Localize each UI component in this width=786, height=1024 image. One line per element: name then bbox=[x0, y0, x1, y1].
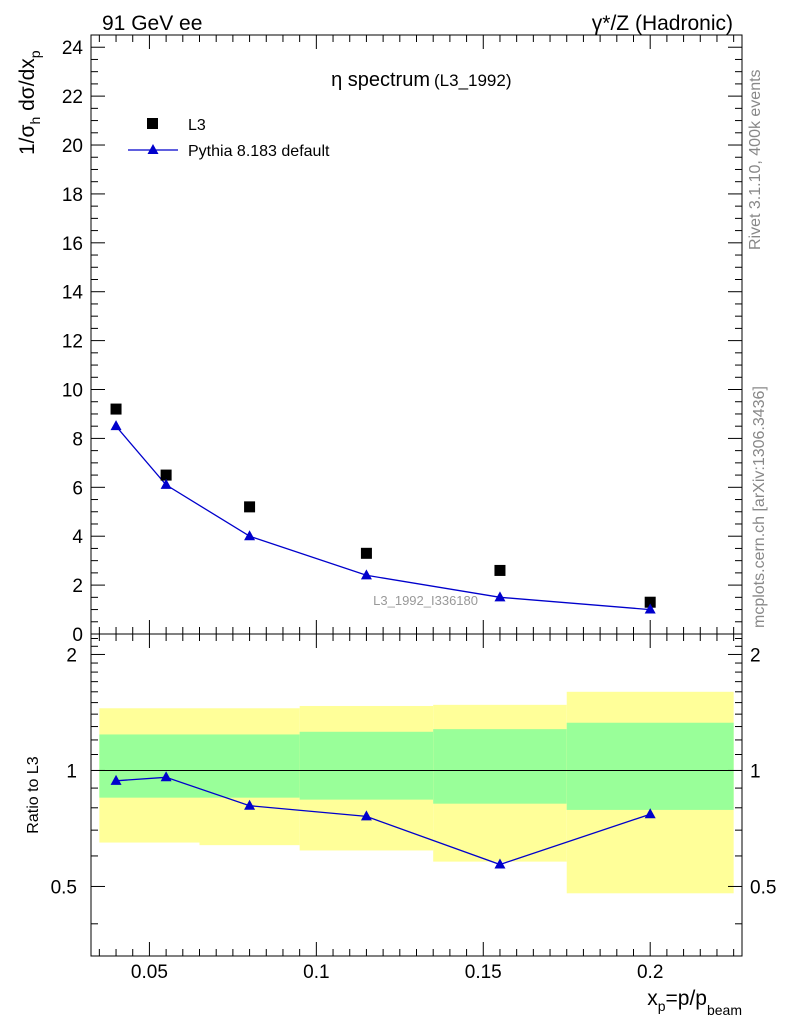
y-axis-label: 1/σh dσ/dxp bbox=[16, 50, 43, 155]
main-y-tick-label: 22 bbox=[62, 87, 83, 108]
ratio-y-tick-label: 0.5 bbox=[51, 877, 77, 898]
ratio-y-ticks bbox=[91, 638, 742, 925]
pythia-point bbox=[160, 478, 172, 489]
x-tick-label: 0.05 bbox=[131, 962, 168, 983]
main-y-tick-label: 8 bbox=[72, 429, 83, 450]
pythia-point bbox=[494, 591, 506, 602]
ratio-green-band bbox=[299, 731, 434, 800]
l3-point bbox=[110, 403, 122, 415]
header-left: 91 GeV ee bbox=[102, 12, 202, 35]
chart-title: η spectrum bbox=[331, 69, 430, 91]
ratio-point bbox=[110, 774, 122, 785]
x-tick-label: 0.1 bbox=[303, 962, 329, 983]
ratio-green-band bbox=[199, 734, 300, 798]
ratio-green-band bbox=[433, 729, 567, 804]
pythia-point bbox=[110, 420, 122, 431]
ratio-point bbox=[244, 799, 256, 810]
l3-point bbox=[644, 596, 656, 608]
ratio-y-tick-label-right: 0.5 bbox=[750, 877, 776, 898]
ratio-point bbox=[160, 771, 172, 782]
svg-text:1/σh dσ/dxp: 1/σh dσ/dxp bbox=[16, 50, 43, 155]
main-y-tick-label: 2 bbox=[72, 576, 83, 597]
main-y-tick-label: 16 bbox=[62, 234, 83, 255]
ratio-y-tick-labels: 0.5 0.5 1 1 2 2 bbox=[51, 645, 777, 898]
ratio-y-label: Ratio to L3 bbox=[25, 756, 42, 833]
pythia-point bbox=[244, 530, 256, 541]
x-tick-labels: 0.05 0.1 0.15 0.2 bbox=[131, 962, 663, 983]
legend-l3-label: L3 bbox=[188, 117, 206, 134]
mcplots-label: mcplots.cern.ch [arXiv:1306.3436] bbox=[751, 386, 768, 628]
x-tick-label: 0.2 bbox=[637, 962, 663, 983]
main-y-tick-label: 0 bbox=[72, 625, 83, 646]
ratio-point bbox=[360, 810, 372, 821]
x-tick-label: 0.15 bbox=[465, 962, 502, 983]
pythia-point bbox=[644, 603, 656, 614]
main-y-tick-label: 18 bbox=[62, 185, 83, 206]
ratio-y-tick-label: 1 bbox=[66, 761, 77, 782]
legend-pythia-marker bbox=[147, 144, 159, 154]
legend-pythia-label: Pythia 8.183 default bbox=[188, 143, 330, 160]
rivet-label: Rivet 3.1.10, 400k events bbox=[747, 69, 764, 250]
header-right: γ*/Z (Hadronic) bbox=[592, 12, 733, 35]
l3-point bbox=[360, 547, 372, 559]
x-ticks bbox=[98, 35, 735, 956]
x-axis-label: xp=p/pbeam bbox=[647, 987, 742, 1018]
l3-point bbox=[244, 501, 256, 513]
main-y-ticks bbox=[91, 34, 742, 635]
ratio-bands bbox=[99, 691, 734, 894]
ratio-y-tick-label-right: 2 bbox=[750, 645, 761, 666]
ratio-y-tick-label: 2 bbox=[66, 645, 77, 666]
ratio-y-tick-label-right: 1 bbox=[750, 761, 761, 782]
main-y-tick-label: 4 bbox=[72, 527, 83, 548]
legend-l3-marker bbox=[147, 118, 158, 129]
main-y-tick-label: 20 bbox=[62, 136, 83, 157]
watermark: L3_1992_I336180 bbox=[373, 593, 478, 608]
main-y-tick-label: 24 bbox=[62, 38, 84, 59]
ratio-point bbox=[494, 858, 506, 869]
l3-point bbox=[494, 564, 506, 576]
ratio-panel: 0.5 0.51 12 2 0.05 0.1 0.15 0.2 Ratio to L3 xp… bbox=[25, 35, 776, 1018]
main-y-tick-label: 6 bbox=[72, 478, 83, 499]
ratio-frame bbox=[90, 633, 743, 957]
ratio-point bbox=[644, 808, 656, 819]
pythia-points bbox=[110, 420, 656, 614]
ratio-green-band bbox=[99, 734, 200, 798]
main-y-tick-label: 14 bbox=[62, 283, 84, 304]
l3-point bbox=[160, 469, 172, 481]
ratio-points bbox=[110, 771, 656, 869]
main-y-tick-label: 12 bbox=[62, 332, 83, 353]
l3-points bbox=[110, 403, 656, 608]
main-y-tick-label: 10 bbox=[62, 381, 83, 402]
chart-subtitle: (L3_1992) bbox=[434, 71, 512, 90]
ratio-green-band bbox=[566, 722, 734, 810]
pythia-point bbox=[360, 569, 372, 580]
pythia-line bbox=[115, 425, 651, 611]
ratio-line bbox=[115, 776, 651, 866]
